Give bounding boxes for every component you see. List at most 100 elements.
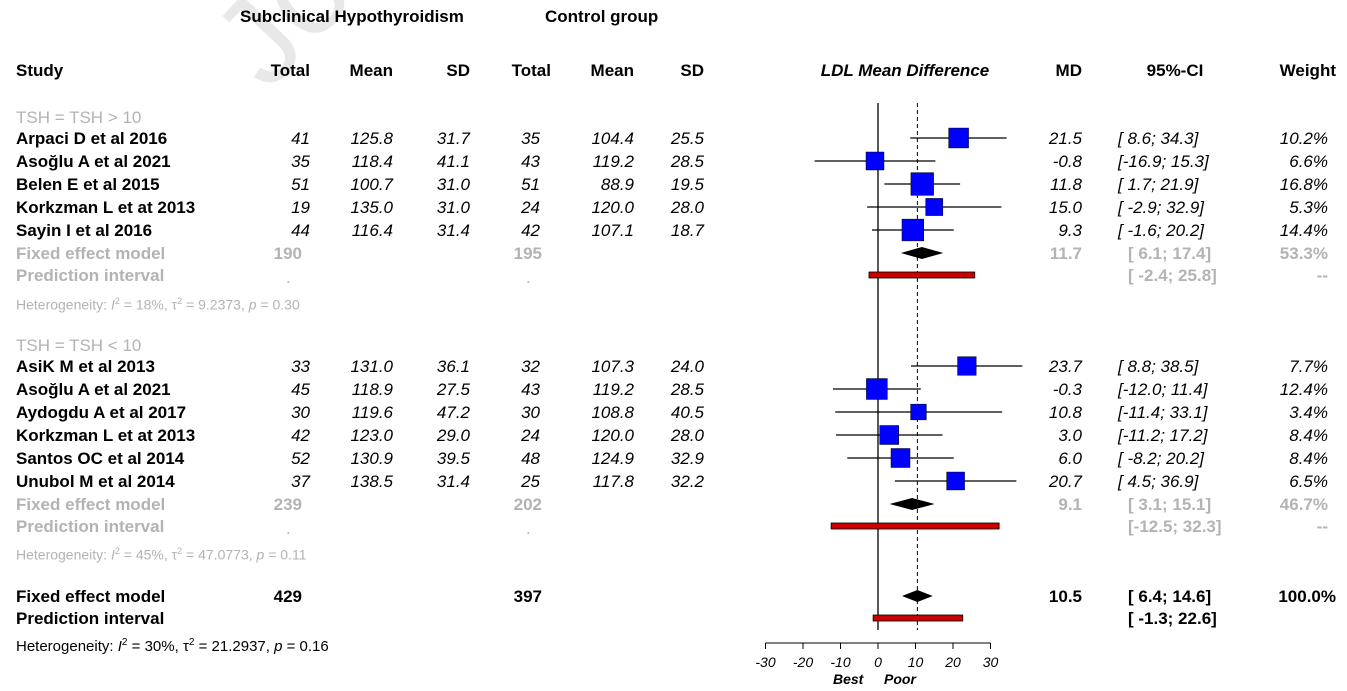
md-value: 15.0 [1048, 198, 1082, 217]
total-c: 43 [521, 152, 540, 171]
pooled-effect-diamond [900, 247, 944, 259]
mean-c: 124.9 [591, 449, 634, 468]
total-c: 30 [521, 403, 540, 422]
sd-c: 28.0 [670, 198, 704, 217]
mean-c: 107.3 [591, 357, 634, 376]
ci-value: [ -1.3; 22.6] [1128, 609, 1217, 628]
col-header-md: MD [1055, 61, 1082, 80]
col-header-ci: 95%-CI [1146, 61, 1204, 80]
study-name: Unubol M et al 2014 [16, 472, 175, 491]
total-c: 195 [513, 244, 542, 263]
weight-value: 53.3% [1279, 244, 1328, 263]
weight-value: 100.0% [1278, 587, 1336, 606]
weight-value: 3.4% [1289, 403, 1328, 422]
study-name: Santos OC et al 2014 [16, 449, 185, 468]
total-e: 41 [291, 129, 310, 148]
mean-c: 119.2 [592, 380, 634, 399]
effect-square [901, 218, 925, 242]
ci-value: [ -8.2; 20.2] [1118, 449, 1204, 468]
md-value: 3.0 [1058, 426, 1082, 445]
total-e: 44 [291, 221, 310, 240]
effect-square [890, 448, 911, 468]
mean-c: 107.1 [591, 221, 634, 240]
sd-e: 31.4 [436, 472, 470, 491]
ci-value: [ 8.8; 38.5] [1118, 357, 1199, 376]
total-e: 45 [291, 380, 310, 399]
sd-c: 32.2 [670, 472, 704, 491]
md-value: 23.7 [1048, 357, 1082, 376]
sd-c: 19.5 [670, 175, 704, 194]
pooled-effect-diamond [889, 498, 935, 510]
total-c: 32 [521, 357, 540, 376]
effect-square [910, 172, 934, 196]
heterogeneity: Heterogeneity: I2 = 45%, τ2 = 47.0773, p… [16, 546, 307, 563]
mean-c: 119.2 [592, 152, 634, 171]
ci-value: [-12.5; 32.3] [1128, 517, 1222, 536]
heterogeneity: Heterogeneity: I2 = 30%, τ2 = 21.2937, p… [16, 637, 329, 655]
sd-e: 39.5 [436, 449, 470, 468]
ci-value: [ -2.4; 25.8] [1128, 266, 1217, 285]
mean-e: 131.0 [350, 357, 393, 376]
weight-value: 10.2% [1279, 129, 1328, 148]
total-c: 24 [521, 198, 540, 217]
sd-c: 28.0 [670, 426, 704, 445]
ci-value: [ 8.6; 34.3] [1118, 129, 1199, 148]
ci-value: [ -1.6; 20.2] [1118, 221, 1204, 240]
sd-e: 31.7 [436, 129, 470, 148]
md-value: 10.8 [1048, 403, 1082, 422]
x-axis-tick-label: 30 [982, 654, 999, 670]
mean-c: 108.8 [591, 403, 634, 422]
ci-value: [ 6.4; 14.6] [1128, 587, 1212, 606]
weight-value: -- [1316, 266, 1328, 285]
x-axis-tick-label: -10 [830, 654, 851, 670]
total-e: . [286, 519, 291, 538]
total-c: 25 [521, 472, 540, 491]
md-value: 11.8 [1050, 175, 1082, 194]
md-value: 9.3 [1058, 221, 1082, 240]
ci-value: [ -2.9; 32.9] [1118, 198, 1204, 217]
col-header-mean-c: Mean [590, 61, 634, 80]
col-header-mean-e: Mean [349, 61, 393, 80]
study-name: Belen E et al 2015 [16, 175, 160, 194]
prediction-interval-bar [872, 614, 964, 622]
col-header-weight: Weight [1279, 61, 1336, 80]
mean-e: 135.0 [350, 198, 393, 217]
weight-value: 14.4% [1279, 221, 1328, 240]
study-name: AsiK M et al 2013 [16, 357, 155, 376]
md-value: 21.5 [1048, 129, 1082, 148]
total-e: 190 [273, 244, 302, 263]
total-c: 42 [521, 221, 540, 240]
axis-label-poor: Poor [884, 671, 916, 687]
col-header-sd-c: SD [680, 61, 704, 80]
total-e: 35 [291, 152, 310, 171]
mean-e: 118.9 [351, 380, 393, 399]
col-header-study: Study [16, 61, 64, 80]
weight-value: 5.3% [1289, 198, 1328, 217]
col-header-sd-e: SD [446, 61, 470, 80]
axis-label-best: Best [833, 671, 864, 687]
fixed-effect-label: Fixed effect model [16, 587, 166, 606]
md-value: 6.0 [1058, 449, 1082, 468]
mean-c: 120.0 [591, 426, 634, 445]
weight-value: 16.8% [1279, 175, 1328, 194]
prediction-interval-bar [868, 271, 976, 279]
sd-e: 31.0 [436, 175, 470, 194]
total-c: . [526, 268, 531, 287]
sd-c: 40.5 [670, 403, 704, 422]
total-e: 42 [291, 426, 310, 445]
effect-square [948, 127, 969, 149]
effect-square [957, 356, 977, 376]
x-axis-tick-label: -30 [755, 654, 776, 670]
sd-c: 32.9 [670, 449, 704, 468]
total-c: 43 [521, 380, 540, 399]
prediction-interval-bar [830, 522, 1000, 530]
total-e: 33 [291, 357, 310, 376]
effect-square [865, 151, 885, 171]
mean-e: 119.6 [351, 403, 393, 422]
weight-value: 8.4% [1289, 426, 1328, 445]
total-e: 30 [291, 403, 310, 422]
md-value: -0.8 [1052, 152, 1082, 171]
sd-c: 28.5 [670, 380, 704, 399]
